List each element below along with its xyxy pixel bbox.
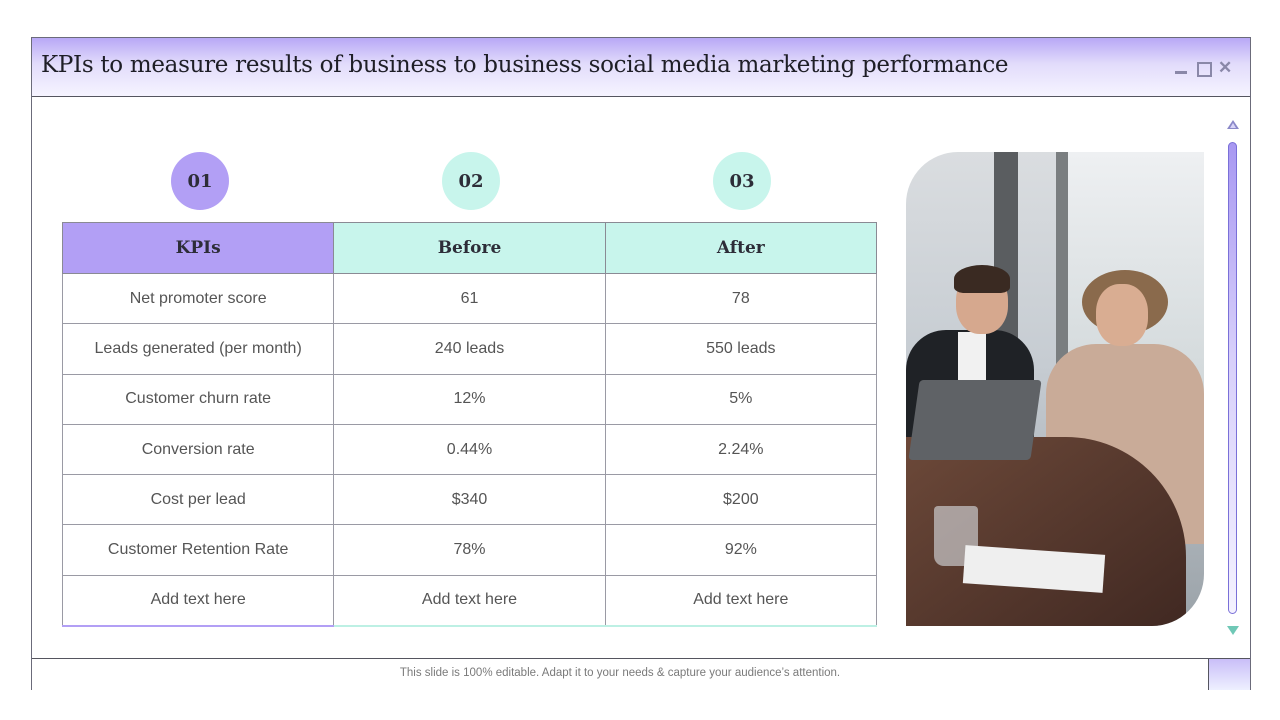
- kpi-cell: Conversion rate: [61, 423, 335, 476]
- kpi-cell: Net promoter score: [61, 272, 335, 325]
- table-row: Customer churn rate 12% 5%: [61, 373, 878, 425]
- scroll-thumb[interactable]: [1228, 142, 1237, 614]
- after-cell: $200: [604, 474, 878, 526]
- table-row: Cost per lead $340 $200: [61, 474, 878, 526]
- photo-laptop: [908, 380, 1042, 460]
- status-bar: This slide is 100% editable. Adapt it to…: [32, 658, 1250, 690]
- header-after: After: [604, 222, 878, 274]
- before-cell: $340: [333, 474, 606, 526]
- vertical-scrollbar[interactable]: [1226, 120, 1240, 640]
- before-cell: Add text here: [333, 574, 606, 627]
- before-cell: 61: [333, 272, 606, 325]
- after-cell: Add text here: [604, 574, 878, 627]
- scroll-up-icon[interactable]: [1227, 120, 1239, 129]
- kpi-table: KPIs Before After Net promoter score 61 …: [61, 222, 878, 627]
- header-before: Before: [333, 222, 606, 274]
- kpi-cell: Add text here: [61, 574, 335, 627]
- after-cell: 5%: [604, 373, 878, 425]
- step-badge-02: 02: [442, 152, 500, 210]
- before-cell: 240 leads: [333, 323, 606, 375]
- footer-note: This slide is 100% editable. Adapt it to…: [399, 667, 841, 679]
- before-cell: 78%: [333, 524, 606, 576]
- after-cell: 550 leads: [604, 323, 878, 375]
- before-cell: 12%: [333, 373, 606, 425]
- window-controls: ✕: [1174, 58, 1233, 77]
- kpi-cell: Leads generated (per month): [61, 323, 335, 375]
- after-cell: 2.24%: [604, 423, 878, 476]
- photo-person: [954, 265, 1010, 293]
- maximize-icon[interactable]: [1196, 61, 1212, 77]
- after-cell: 92%: [604, 524, 878, 576]
- table-row: Add text here Add text here Add text her…: [61, 574, 878, 627]
- table-header-row: KPIs Before After: [61, 222, 878, 274]
- photo-person: [1096, 284, 1148, 346]
- table-row: Conversion rate 0.44% 2.24%: [61, 423, 878, 476]
- status-corner: [1208, 659, 1250, 690]
- table-row: Net promoter score 61 78: [61, 272, 878, 325]
- minimize-icon[interactable]: [1174, 61, 1188, 75]
- kpi-cell: Cost per lead: [61, 474, 335, 526]
- table-row: Leads generated (per month) 240 leads 55…: [61, 323, 878, 375]
- header-kpis: KPIs: [61, 222, 335, 274]
- step-badge-01: 01: [171, 152, 229, 210]
- page-title: KPIs to measure results of business to b…: [41, 52, 1009, 78]
- kpi-cell: Customer churn rate: [61, 373, 335, 425]
- close-icon[interactable]: ✕: [1218, 58, 1233, 77]
- before-cell: 0.44%: [333, 423, 606, 476]
- business-meeting-photo: [906, 152, 1204, 626]
- title-bar: KPIs to measure results of business to b…: [32, 38, 1250, 97]
- table-row: Customer Retention Rate 78% 92%: [61, 524, 878, 576]
- step-badge-03: 03: [713, 152, 771, 210]
- scroll-down-icon[interactable]: [1227, 626, 1239, 635]
- slide-window: KPIs to measure results of business to b…: [31, 37, 1251, 690]
- after-cell: 78: [604, 272, 878, 325]
- kpi-cell: Customer Retention Rate: [61, 524, 335, 576]
